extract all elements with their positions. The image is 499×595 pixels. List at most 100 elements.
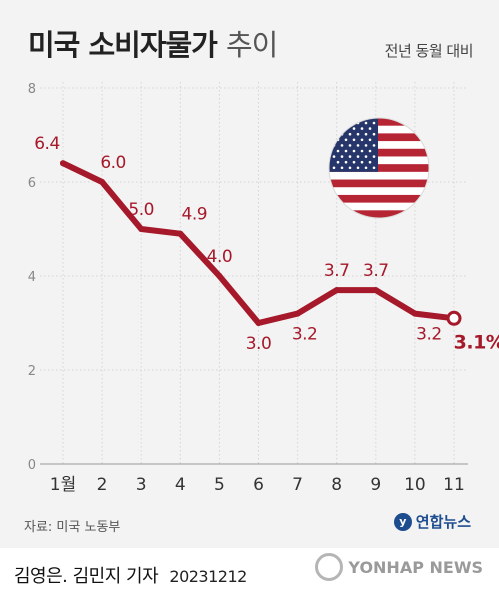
flag-stripe bbox=[329, 156, 429, 165]
flag-star bbox=[340, 166, 344, 170]
flag-star bbox=[344, 149, 348, 153]
yonhap-logo-icon: y bbox=[393, 512, 412, 531]
y-tick-label: 8 bbox=[28, 82, 36, 97]
flag-star bbox=[348, 155, 352, 158]
data-label: 3.1% bbox=[454, 331, 499, 353]
x-axis-ticks: 1월 2 3 4 5 6 7 8 9 10 11 bbox=[50, 475, 465, 495]
x-tick-label: 11 bbox=[443, 475, 465, 495]
flag-star bbox=[372, 144, 376, 147]
flag-stripe bbox=[329, 125, 429, 134]
x-tick-label: 8 bbox=[331, 475, 342, 495]
y-tick-label: 6 bbox=[28, 176, 36, 191]
flag-star bbox=[356, 144, 360, 147]
flag-stripe bbox=[329, 118, 429, 127]
flag-stripe bbox=[329, 148, 429, 157]
byline: 김영은. 김민지 기자 20231212 bbox=[14, 562, 247, 588]
data-point-latest bbox=[446, 310, 462, 326]
infographic-card: 미국 소비자물가 추이 전년 동월 대비 0 2 4 6 8 6.4 6.0 5.0 4.9 4… bbox=[0, 0, 499, 548]
y-axis-ticks: 0 2 4 6 8 bbox=[28, 82, 36, 473]
byline-date: 20231212 bbox=[169, 567, 247, 586]
flag-star bbox=[364, 155, 368, 158]
data-point bbox=[294, 310, 301, 317]
flag-star bbox=[336, 149, 340, 153]
data-label: 6.0 bbox=[100, 153, 126, 173]
x-tick-label: 4 bbox=[175, 475, 186, 495]
flag-star bbox=[332, 132, 336, 136]
title-light: 추이 bbox=[225, 28, 278, 62]
x-tick-label: 5 bbox=[214, 475, 225, 495]
x-tick-label: 1월 bbox=[50, 475, 76, 495]
y-tick-label: 4 bbox=[28, 270, 36, 285]
source-note: 자료: 미국 노동부 bbox=[24, 520, 121, 535]
yonhap-watermark-icon bbox=[315, 553, 344, 581]
data-point bbox=[138, 226, 145, 232]
flag-star bbox=[332, 166, 336, 170]
flag-star bbox=[332, 155, 336, 158]
flag-star bbox=[352, 160, 356, 164]
flag-star bbox=[360, 160, 364, 164]
data-label: 3.2 bbox=[292, 325, 318, 345]
flag-star bbox=[336, 127, 340, 130]
flag-stripe bbox=[329, 187, 429, 196]
flag-outline bbox=[328, 117, 430, 219]
flag-star bbox=[352, 127, 356, 130]
data-point bbox=[216, 273, 223, 279]
data-points bbox=[60, 160, 462, 326]
x-tick-label: 6 bbox=[253, 475, 264, 495]
flag-stripe bbox=[329, 171, 429, 181]
line-chart: 0 2 4 6 8 6.4 6.0 5.0 4.9 4.0 3.0 3.2 3.7 3.7 3.2 3.1%… bbox=[28, 82, 499, 495]
chart-subtitle: 전년 동월 대비 bbox=[384, 42, 474, 60]
data-point bbox=[411, 310, 418, 317]
flag-stripe bbox=[329, 164, 429, 173]
flag-star bbox=[364, 144, 368, 147]
flag-star bbox=[360, 149, 364, 153]
data-point bbox=[333, 287, 340, 294]
flag-star bbox=[364, 121, 368, 125]
flag-star bbox=[356, 166, 360, 170]
flag-stripe bbox=[329, 133, 429, 142]
flag-stripe bbox=[329, 210, 429, 218]
flag-star bbox=[360, 138, 364, 142]
flag-star bbox=[332, 121, 336, 125]
data-label: 3.7 bbox=[324, 261, 350, 281]
data-label: 5.0 bbox=[128, 200, 154, 220]
flag-star bbox=[336, 160, 340, 164]
data-labels: 6.4 6.0 5.0 4.9 4.0 3.0 3.2 3.7 3.7 3.2 3.1% bbox=[34, 134, 499, 354]
flag-star bbox=[352, 138, 356, 142]
data-label: 3.7 bbox=[363, 261, 389, 281]
flag-stripe bbox=[329, 141, 429, 150]
flag-star bbox=[364, 132, 368, 136]
x-tick-label: 10 bbox=[404, 475, 426, 495]
flag-stripe bbox=[329, 202, 429, 211]
data-label: 3.0 bbox=[246, 334, 272, 354]
flag-star bbox=[368, 127, 372, 130]
flag-star bbox=[348, 144, 352, 147]
byline-authors: 김영은. 김민지 기자 bbox=[14, 566, 159, 587]
flag-star bbox=[368, 160, 372, 164]
flag-star bbox=[368, 138, 372, 142]
flag-star bbox=[368, 149, 372, 153]
flag-star bbox=[344, 138, 348, 142]
data-point bbox=[372, 287, 379, 294]
flag-star bbox=[340, 144, 344, 147]
x-tick-label: 7 bbox=[292, 475, 303, 495]
data-point bbox=[60, 160, 66, 167]
title-main: 미국 소비자물가 bbox=[28, 28, 218, 62]
flag-stripe bbox=[329, 179, 429, 188]
flag-star bbox=[360, 127, 364, 130]
flag-star bbox=[356, 155, 360, 158]
x-tick-label: 9 bbox=[370, 475, 381, 495]
flag-star bbox=[348, 166, 352, 170]
flag-star bbox=[340, 155, 344, 158]
flag-star bbox=[352, 149, 356, 153]
yonhap-logo: y 연합뉴스 bbox=[393, 511, 471, 532]
data-label: 4.9 bbox=[182, 205, 208, 225]
data-point bbox=[99, 179, 106, 185]
data-label: 3.2 bbox=[416, 325, 442, 345]
flag-star bbox=[372, 121, 376, 125]
flag-star bbox=[348, 121, 352, 125]
flag-star bbox=[348, 132, 352, 136]
y-tick-label: 2 bbox=[28, 364, 36, 379]
x-tick-label: 2 bbox=[97, 475, 108, 495]
y-tick-label: 0 bbox=[28, 458, 36, 473]
